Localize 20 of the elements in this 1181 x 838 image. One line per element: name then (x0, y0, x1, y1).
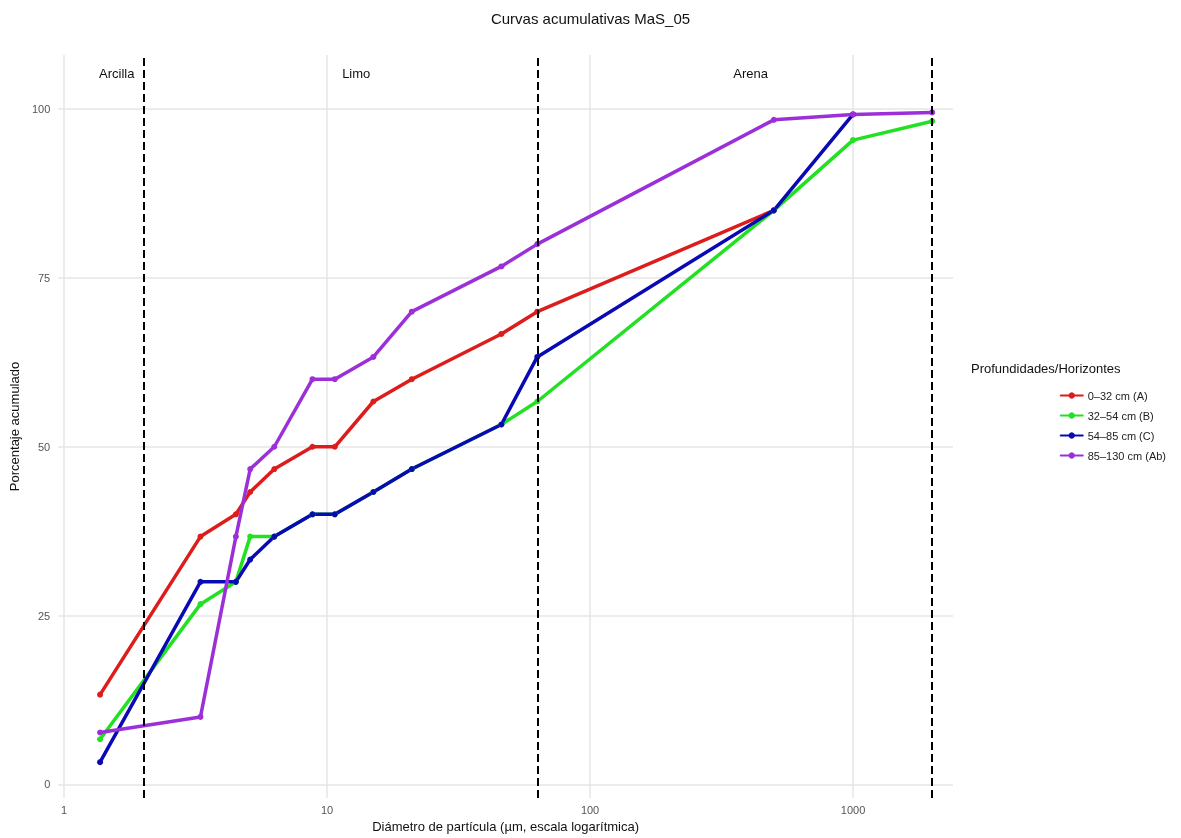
x-tick-label: 1000 (840, 803, 866, 816)
x-tick-label: 100 (580, 803, 600, 816)
y-tick-label: 75 (38, 271, 51, 284)
annotation: Arcilla (99, 65, 136, 81)
legend-label: 85–130 cm (Ab) (1087, 449, 1166, 462)
legend-label: 54–85 cm (C) (1087, 429, 1155, 442)
legend-label: 0–32 cm (A) (1087, 389, 1148, 402)
y-tick-label: 0 (44, 778, 51, 791)
y-axis-title: Porcentaje acumulado (7, 361, 22, 492)
annotation: Limo (342, 65, 371, 81)
x-tick-label: 1 (61, 803, 68, 816)
x-tick-label: 10 (320, 803, 334, 816)
y-tick-label: 100 (31, 103, 51, 116)
annotation: Arena (733, 65, 769, 81)
legend-title: Profundidades/Horizontes (971, 361, 1122, 376)
legend-label: 32–54 cm (B) (1087, 409, 1154, 422)
y-tick-label: 50 (38, 440, 51, 453)
chart-title: Curvas acumulativas MaS_05 (490, 10, 691, 27)
x-axis-title: Diámetro de partícula (µm, escala logarítmica) (372, 819, 640, 834)
y-tick-label: 25 (38, 609, 51, 622)
